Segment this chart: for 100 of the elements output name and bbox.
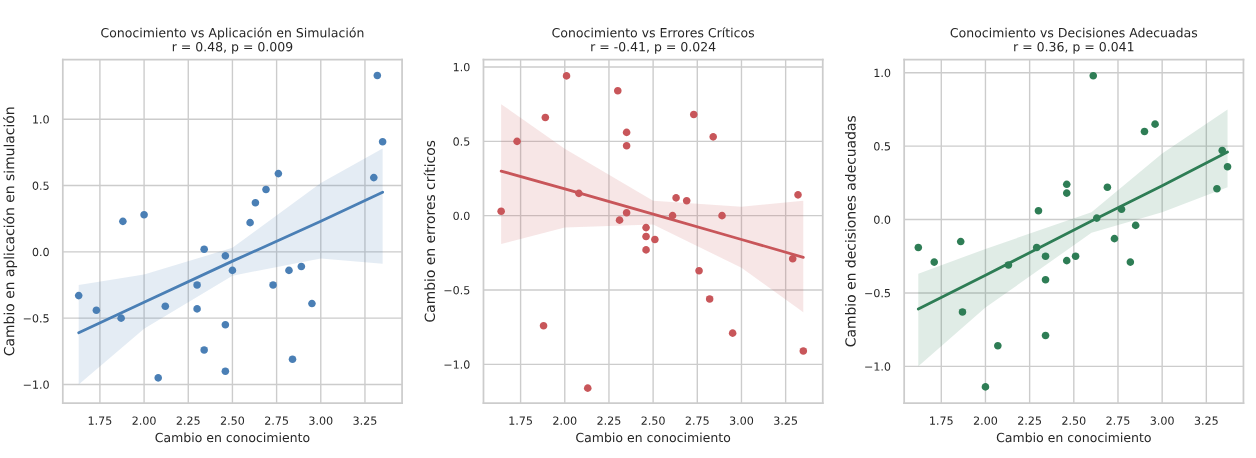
y-tick-label: 1.0 (33, 115, 49, 124)
x-tick-label: 2.50 (1062, 416, 1086, 425)
point (513, 137, 521, 146)
point (682, 197, 691, 205)
x-tick-label: 3.25 (774, 416, 798, 425)
point (705, 295, 714, 303)
y-axis-title: Cambio en aplicación en simulación (3, 107, 18, 356)
point (288, 355, 297, 364)
point (1041, 252, 1050, 261)
point (695, 266, 703, 275)
point (788, 255, 797, 263)
point (251, 198, 260, 207)
point (642, 246, 650, 254)
point (1041, 331, 1050, 340)
point (914, 243, 923, 252)
point (117, 314, 125, 322)
point (615, 216, 624, 224)
y-tick-label: 0.5 (32, 181, 49, 190)
point (930, 258, 939, 266)
point (575, 189, 583, 198)
point (1041, 275, 1050, 284)
x-tick-label: 2.00 (973, 416, 998, 425)
y-tick-label: 0.5 (453, 137, 470, 146)
x-tick-label: 2.25 (176, 416, 200, 425)
point (539, 321, 548, 330)
point (285, 266, 293, 275)
point (541, 113, 550, 122)
y-axis-title: Cambio en errores críticos (423, 140, 436, 322)
point (1062, 180, 1071, 189)
point (274, 169, 283, 178)
y-tick-label: 1.0 (874, 68, 891, 78)
point (1071, 252, 1080, 261)
point (161, 302, 170, 311)
point (1062, 256, 1071, 265)
point (1004, 261, 1013, 269)
y-tick-label: −0.5 (23, 314, 49, 323)
point (378, 137, 387, 146)
x-tick-label: 1.75 (509, 416, 532, 425)
point (92, 306, 101, 315)
point (622, 208, 631, 217)
y-axis-title: Cambio en decisiones adecuadas (845, 116, 856, 347)
chart-title: Conocimiento vs Errores Críticos (552, 27, 755, 38)
point (297, 262, 306, 271)
point (193, 305, 201, 313)
point (74, 291, 83, 300)
chart-subtitle: r = 0.48, p = 0.009 (172, 41, 293, 54)
point (1151, 120, 1159, 128)
point (956, 237, 965, 246)
point (200, 245, 208, 253)
point (221, 320, 230, 329)
point (1034, 206, 1043, 215)
point (668, 211, 677, 220)
point (1110, 234, 1119, 243)
x-tick-label: 3.00 (1150, 416, 1174, 425)
point (799, 347, 808, 355)
chart-subtitle: r = 0.36, p = 0.041 (1014, 41, 1134, 54)
point (1103, 183, 1112, 192)
point (200, 346, 208, 354)
point (651, 235, 659, 244)
point (1218, 146, 1227, 155)
x-tick-label: 2.25 (597, 416, 621, 425)
x-tick-label: 2.00 (553, 416, 577, 425)
point (622, 128, 631, 137)
point (689, 110, 698, 119)
point (1089, 71, 1098, 80)
chart-title: Conocimiento vs Aplicación en Simulación (101, 27, 364, 40)
x-tick-label: 1.75 (930, 416, 953, 425)
chart-title: Conocimiento vs Decisiones Adecuadas (950, 27, 1198, 38)
point (672, 194, 680, 202)
x-tick-label: 3.25 (353, 416, 377, 425)
point (262, 185, 270, 194)
y-tick-label: −1.0 (23, 380, 49, 389)
x-tick-label: 2.75 (265, 416, 289, 425)
x-tick-label: 2.00 (132, 416, 156, 425)
point (497, 207, 505, 216)
point (709, 133, 717, 141)
point (794, 191, 802, 199)
y-tick-label: −0.5 (444, 286, 470, 295)
x-tick-label: 3.25 (1194, 416, 1218, 425)
point (221, 252, 230, 260)
point (718, 211, 726, 220)
point (642, 232, 650, 241)
point (193, 281, 201, 289)
point (622, 141, 631, 150)
point (246, 218, 254, 227)
point (369, 173, 378, 182)
point (221, 367, 230, 376)
point (562, 72, 571, 80)
x-axis-title: Cambio en conocimiento (576, 432, 731, 443)
line-series (77, 190, 385, 335)
x-tick-label: 2.50 (220, 416, 245, 425)
x-tick-label: 2.75 (1106, 416, 1130, 425)
point (119, 217, 127, 226)
point (1126, 258, 1135, 266)
y-tick-label: −1.0 (865, 362, 891, 371)
point (1117, 205, 1126, 214)
point (1140, 127, 1149, 136)
y-tick-label: 0.0 (874, 215, 891, 224)
line-series (499, 169, 805, 259)
chart-subtitle: r = -0.41, p = 0.024 (591, 41, 716, 54)
